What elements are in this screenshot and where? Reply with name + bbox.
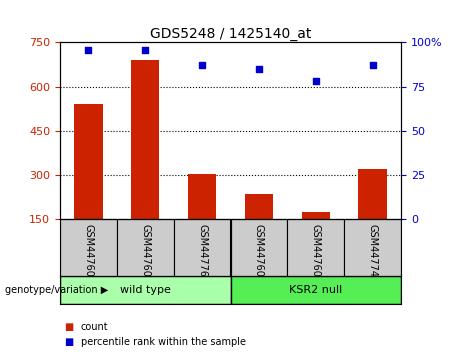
Bar bbox=[344, 219, 401, 276]
Title: GDS5248 / 1425140_at: GDS5248 / 1425140_at bbox=[150, 28, 311, 41]
Point bbox=[85, 47, 92, 52]
Point bbox=[312, 79, 319, 84]
Point bbox=[255, 66, 263, 72]
Bar bbox=[230, 219, 287, 276]
Bar bbox=[60, 276, 230, 304]
Bar bbox=[117, 219, 174, 276]
Text: GSM447749: GSM447749 bbox=[367, 224, 378, 283]
Point bbox=[369, 63, 376, 68]
Text: GSM447768: GSM447768 bbox=[197, 224, 207, 283]
Text: GSM447605: GSM447605 bbox=[254, 224, 264, 283]
Bar bbox=[230, 276, 401, 304]
Point bbox=[142, 47, 149, 52]
Text: wild type: wild type bbox=[120, 285, 171, 295]
Bar bbox=[301, 212, 330, 219]
Bar bbox=[60, 219, 117, 276]
Text: count: count bbox=[81, 322, 108, 332]
Point bbox=[198, 63, 206, 68]
Bar bbox=[287, 219, 344, 276]
Bar bbox=[131, 60, 160, 219]
Bar bbox=[245, 194, 273, 219]
Text: ■: ■ bbox=[65, 322, 74, 332]
Text: KSR2 null: KSR2 null bbox=[289, 285, 343, 295]
Bar bbox=[358, 169, 387, 219]
Bar bbox=[174, 219, 230, 276]
Text: percentile rank within the sample: percentile rank within the sample bbox=[81, 337, 246, 347]
Text: GSM447609: GSM447609 bbox=[140, 224, 150, 283]
Text: genotype/variation ▶: genotype/variation ▶ bbox=[5, 285, 108, 295]
Bar bbox=[188, 174, 216, 219]
Text: GSM447607: GSM447607 bbox=[311, 224, 321, 283]
Bar bbox=[74, 104, 102, 219]
Text: ■: ■ bbox=[65, 337, 74, 347]
Text: GSM447606: GSM447606 bbox=[83, 224, 94, 283]
